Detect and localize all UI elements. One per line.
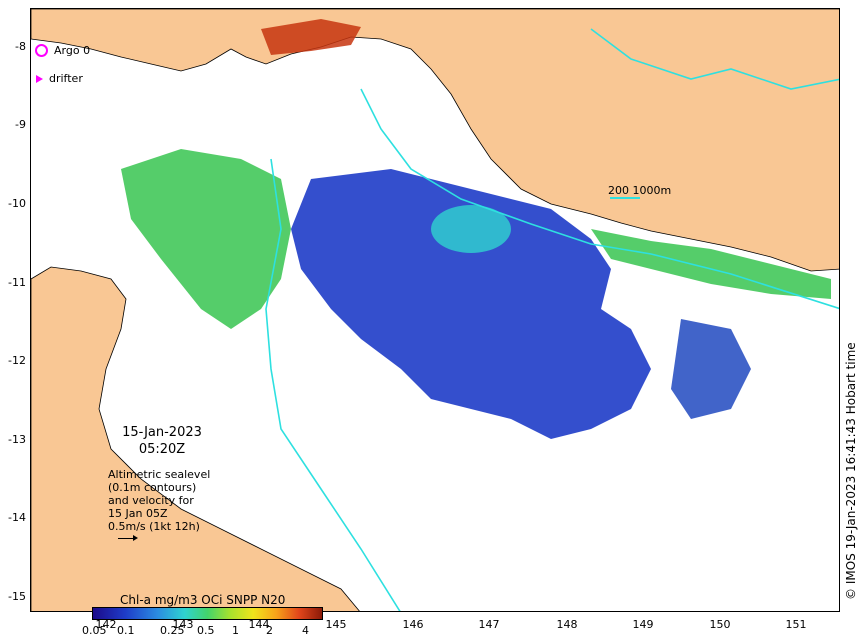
bathymetry-contour	[590, 28, 839, 90]
info-line: (0.1m contours)	[108, 481, 197, 494]
legend-drifter-label: drifter	[49, 72, 83, 85]
cape-york-land	[31, 266, 360, 611]
altimetry-info: Altimetric sealevel (0.1m contours) and …	[108, 468, 210, 533]
info-line: and velocity for	[108, 494, 194, 507]
lat-tick: -12	[8, 354, 26, 367]
lon-tick: 142	[95, 618, 117, 631]
high-chl-green-west	[121, 149, 291, 329]
info-line: 15 Jan 05Z	[108, 507, 168, 520]
imos-credit: © IMOS 19-Jan-2023 16:41:43 Hobart time	[844, 342, 858, 600]
map-datetime: 15-Jan-2023 05:20Z	[112, 424, 212, 458]
contour-legend-line	[610, 197, 640, 199]
high-chl-green-east	[591, 229, 831, 299]
lat-tick: -14	[8, 511, 26, 524]
colorbar-label: 1	[232, 624, 239, 637]
lat-tick: -8	[15, 40, 26, 53]
argo-marker-icon	[35, 44, 48, 57]
lat-tick: -9	[15, 118, 26, 131]
velocity-scale-arrow-icon	[118, 535, 138, 541]
lat-tick: -13	[8, 433, 26, 446]
colorbar-title: Chl-a mg/m3 OCi SNPP N20	[120, 593, 286, 607]
drifter-marker-icon	[36, 74, 43, 83]
lat-tick: -15	[8, 590, 26, 603]
colorbar	[92, 607, 323, 620]
lon-tick: 147	[478, 618, 500, 631]
lon-tick: 150	[709, 618, 731, 631]
colorbar-label: 0.25	[160, 624, 185, 637]
colorbar-label: 0.1	[117, 624, 135, 637]
lon-tick: 146	[402, 618, 424, 631]
legend-argo-label: Argo 0	[54, 44, 91, 57]
info-line: Altimetric sealevel	[108, 468, 211, 481]
map-time: 05:20Z	[138, 442, 186, 457]
low-chl-blue-patch	[291, 169, 651, 439]
lon-tick: 145	[325, 618, 347, 631]
contour-depth-label: 200 1000m	[608, 184, 672, 197]
colorbar-label: 0.5	[197, 624, 215, 637]
low-chl-blue-patch-east	[671, 319, 751, 419]
lat-tick: -10	[8, 197, 26, 210]
colorbar-label: 0.05	[82, 624, 107, 637]
lon-tick: 151	[785, 618, 807, 631]
colorbar-label: 2	[266, 624, 273, 637]
chlorophyll-map[interactable]	[30, 8, 840, 612]
colorbar-label: 4	[302, 624, 309, 637]
lon-tick: 148	[556, 618, 578, 631]
high-chl-red-coast	[261, 19, 361, 55]
legend-argo: Argo 0	[35, 44, 90, 57]
lat-tick: -11	[8, 276, 26, 289]
new-guinea-land	[31, 9, 839, 272]
lon-tick: 149	[632, 618, 654, 631]
cyan-eddy	[431, 205, 511, 253]
info-line: 0.5m/s (1kt 12h)	[108, 520, 200, 533]
map-date: 15-Jan-2023	[122, 425, 202, 440]
legend-drifter: drifter	[36, 72, 83, 85]
bathymetry-contour	[265, 158, 401, 611]
lon-tick: 144	[248, 618, 270, 631]
bathymetry-contour	[360, 88, 839, 310]
lon-tick: 143	[172, 618, 194, 631]
